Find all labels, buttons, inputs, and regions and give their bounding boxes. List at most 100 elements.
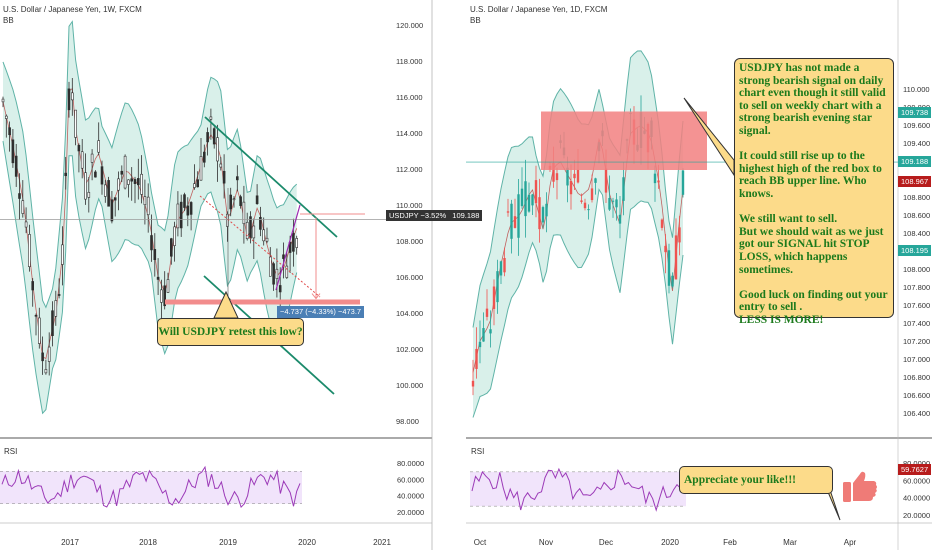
left-rsi-tick: 40.0000 xyxy=(397,492,424,501)
left-candle-body xyxy=(229,194,232,210)
right-rsi-label: RSI xyxy=(471,447,484,456)
right-candle-body xyxy=(583,202,587,209)
right-annotations xyxy=(466,97,898,521)
left-symbol-change: USDJPY −3.52% xyxy=(389,211,447,220)
right-rsi-tick: 40.0000 xyxy=(903,494,930,503)
left-candle-body xyxy=(232,198,236,201)
left-candle-body xyxy=(24,221,28,228)
left-candle-body xyxy=(71,92,74,101)
left-candle-body xyxy=(278,285,282,293)
left-candle-body xyxy=(77,144,81,152)
left-time-tick: 2021 xyxy=(373,538,391,547)
right-price-tick: 107.600 xyxy=(903,301,930,310)
right-candle-body xyxy=(664,245,667,253)
left-candle-body xyxy=(61,244,64,265)
rsi-line xyxy=(471,467,685,512)
left-price-tick: 118.000 xyxy=(396,57,423,66)
right-rsi-tick: 80.0000 xyxy=(903,459,930,468)
rsi-band xyxy=(470,471,686,507)
left-candle-body xyxy=(11,139,15,164)
right-candle-body xyxy=(594,178,597,183)
right-candle-body xyxy=(587,209,590,211)
left-symbol-tag: USDJPY −3.52% 109.188 xyxy=(386,210,483,221)
left-candle-body xyxy=(239,196,242,206)
left-candle-body xyxy=(21,200,25,214)
left-candle-body xyxy=(209,116,213,120)
left-candle-body xyxy=(193,183,196,188)
left-time-tick: 2018 xyxy=(139,538,157,547)
right-candle-body xyxy=(492,286,496,309)
right-candle-body xyxy=(471,380,475,387)
note-paragraph-4: Good luck on finding out your entry to s… xyxy=(739,288,888,326)
right-candle-body xyxy=(506,211,510,213)
left-price-tick: 102.000 xyxy=(396,345,423,354)
left-candle-body xyxy=(236,176,239,181)
left-price-tick: 100.000 xyxy=(396,381,423,390)
right-price-tick: 107.800 xyxy=(903,283,930,292)
right-candle-body xyxy=(496,271,499,303)
measure-arrowhead xyxy=(311,293,321,300)
left-rsi-pane xyxy=(0,465,302,509)
left-candle-body xyxy=(28,234,31,267)
right-price-tick: 108.600 xyxy=(903,211,930,220)
left-candle-body xyxy=(199,156,203,181)
left-bb-label: BB xyxy=(3,16,14,25)
right-candle-body xyxy=(520,188,524,207)
left-candle-body xyxy=(5,115,8,119)
left-candle-body xyxy=(37,317,41,344)
right-candle-body xyxy=(485,308,489,317)
right-bb-label: BB xyxy=(470,16,481,25)
left-candle-body xyxy=(222,170,226,184)
left-current-price: 109.188 xyxy=(452,211,480,220)
left-candle-body xyxy=(292,233,295,252)
left-candle-body xyxy=(117,178,120,191)
left-candle-body xyxy=(57,294,61,296)
resistance-box xyxy=(541,111,707,170)
measure-label: −4.737 (−4.33%) −473.7 xyxy=(277,306,365,318)
right-candle-body xyxy=(618,214,622,224)
right-candle-body xyxy=(653,173,657,184)
left-candle-body xyxy=(153,249,157,261)
left-time-tick: 2019 xyxy=(219,538,237,547)
left-candle-body xyxy=(104,184,107,197)
left-candle-body xyxy=(189,202,193,215)
left-candle-body xyxy=(262,229,266,242)
right-bb-lower xyxy=(472,188,684,418)
left-candle-body xyxy=(160,289,163,303)
left-candle-body xyxy=(259,216,262,230)
retest-callout: Will USDJPY retest this low? xyxy=(157,318,304,346)
right-candle-body xyxy=(552,162,555,182)
right-candle-body xyxy=(681,170,685,195)
left-candle-body xyxy=(143,196,147,206)
right-rsi-pane xyxy=(470,467,686,512)
right-candle-body xyxy=(524,181,527,217)
left-candle-body xyxy=(216,137,219,162)
right-price-badge: 108.967 xyxy=(898,175,932,187)
right-candle-body xyxy=(517,194,520,238)
left-candle-body xyxy=(47,346,51,362)
right-candle-body xyxy=(671,275,674,287)
left-candle-body xyxy=(140,173,143,195)
rsi-line xyxy=(1,465,301,509)
left-candle-body xyxy=(64,172,67,177)
left-candle-body xyxy=(219,163,223,168)
right-candle-body xyxy=(566,167,569,186)
left-candle-body xyxy=(107,180,110,207)
left-candle-body xyxy=(245,221,249,239)
left-price-tick: 114.000 xyxy=(396,129,423,138)
right-candle-body xyxy=(503,257,506,273)
left-price-tick: 110.000 xyxy=(396,201,423,210)
left-candle-body xyxy=(255,195,259,205)
left-candle-body xyxy=(179,201,183,229)
right-price-badge: 109.738 xyxy=(898,106,932,118)
right-time-tick: Dec xyxy=(599,538,613,547)
left-candle-body xyxy=(173,226,176,246)
right-price-tick: 106.800 xyxy=(903,373,930,382)
left-rsi-tick: 80.0000 xyxy=(397,459,424,468)
left-candle-body xyxy=(74,109,77,138)
left-candle-body xyxy=(212,128,216,145)
right-price-badge: 108.195 xyxy=(898,245,932,257)
left-price-tick: 104.000 xyxy=(396,309,423,318)
like-callout: Appreciate your like!!! xyxy=(679,466,833,494)
